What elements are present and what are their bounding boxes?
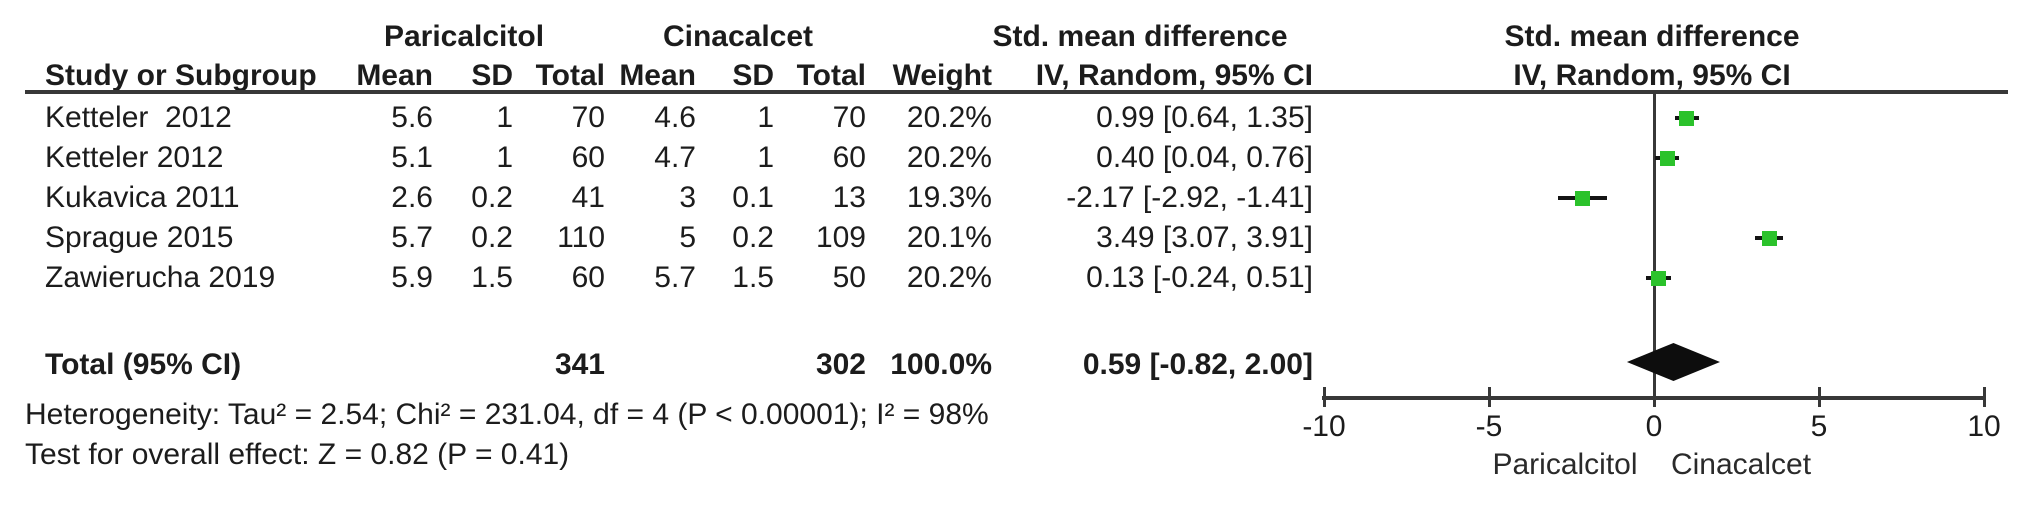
col-header-p-total: Total <box>535 59 605 92</box>
total-p-total: 341 <box>554 348 605 381</box>
cinacalcet-mean: 4.7 <box>654 141 696 174</box>
x-axis-tick <box>1322 387 1326 407</box>
heterogeneity-text: Heterogeneity: Tau² = 2.54; Chi² = 231.0… <box>25 398 989 431</box>
cinacalcet-mean: 4.6 <box>654 101 696 134</box>
effect-marker <box>1679 110 1695 126</box>
weight: 19.3% <box>906 181 992 214</box>
study-name: Zawierucha 2019 <box>45 261 276 294</box>
effect-marker <box>1650 270 1666 286</box>
study-name: Ketteler 2012 <box>45 101 232 134</box>
paricalcitol-sd: 1 <box>496 141 513 174</box>
total-label: Total (95% CI) <box>45 348 242 381</box>
paricalcitol-mean: 5.7 <box>391 221 433 254</box>
zero-line <box>1652 92 1656 400</box>
smd-ci-text: -2.17 [-2.92, -1.41] <box>1066 181 1313 214</box>
cinacalcet-total: 13 <box>832 181 866 214</box>
cinacalcet-sd: 1 <box>757 141 774 174</box>
total-weight: 100.0% <box>890 348 992 381</box>
cinacalcet-mean: 5.7 <box>654 261 696 294</box>
paricalcitol-sd: 1 <box>496 101 513 134</box>
smd-ci-text: 0.13 [-0.24, 0.51] <box>1086 261 1313 294</box>
cinacalcet-total: 60 <box>832 141 866 174</box>
xlabel-paricalcitol: Paricalcitol <box>1492 448 1638 481</box>
col-header-study: Study or Subgroup <box>45 59 317 92</box>
x-axis-tick <box>1652 387 1656 407</box>
group-header-smd-table: Std. mean difference <box>992 20 1288 53</box>
study-name: Sprague 2015 <box>45 221 234 254</box>
paricalcitol-total: 70 <box>571 101 605 134</box>
xlabel-cinacalcet: Cinacalcet <box>1670 448 1812 481</box>
effect-marker <box>1574 190 1590 206</box>
col-header-p-mean: Mean <box>356 59 433 92</box>
plot-header-iv-random: IV, Random, 95% CI <box>1513 59 1791 92</box>
smd-ci-text: 0.99 [0.64, 1.35] <box>1096 101 1313 134</box>
table-row: Ketteler 2012 5.6 1 70 4.6 1 70 20.2% 0.99 [0.64… <box>0 101 2031 135</box>
study-name: Ketteler 2012 <box>45 141 224 174</box>
group-header-cinacalcet: Cinacalcet <box>662 20 814 53</box>
paricalcitol-mean: 2.6 <box>391 181 433 214</box>
total-row: Total (95% CI) 341 302 100.0% 0.59 [-0.8… <box>0 348 2031 382</box>
col-header-c-total: Total <box>796 59 866 92</box>
x-axis-tick-label: -10 <box>1302 410 1346 443</box>
paricalcitol-total: 60 <box>571 141 605 174</box>
weight: 20.2% <box>906 261 992 294</box>
paricalcitol-mean: 5.9 <box>391 261 433 294</box>
paricalcitol-mean: 5.1 <box>391 141 433 174</box>
col-header-p-sd: SD <box>471 59 513 92</box>
x-axis-tick-label: 10 <box>1967 410 2001 443</box>
cinacalcet-sd: 0.2 <box>732 221 774 254</box>
study-name: Kukavica 2011 <box>45 181 240 214</box>
paricalcitol-sd: 0.2 <box>471 181 513 214</box>
weight: 20.1% <box>906 221 992 254</box>
paricalcitol-total: 110 <box>557 221 605 254</box>
paricalcitol-total: 60 <box>571 261 605 294</box>
cinacalcet-total: 109 <box>815 221 866 254</box>
effect-marker <box>1761 230 1777 246</box>
table-row: Zawierucha 2019 5.9 1.5 60 5.7 1.5 50 20.2% 0.13… <box>0 261 2031 295</box>
paricalcitol-sd: 1.5 <box>471 261 513 294</box>
cinacalcet-mean: 5 <box>679 221 696 254</box>
smd-ci-text: 3.49 [3.07, 3.91] <box>1096 221 1313 254</box>
total-ci: 0.59 [-0.82, 2.00] <box>1082 348 1313 381</box>
cinacalcet-total: 50 <box>832 261 866 294</box>
cinacalcet-sd: 1 <box>757 101 774 134</box>
x-axis-tick <box>1487 387 1491 407</box>
cinacalcet-sd: 1.5 <box>732 261 774 294</box>
table-row: Kukavica 2011 2.6 0.2 41 3 0.1 13 19.3% -2.17 [-… <box>0 181 2031 215</box>
table-row: Ketteler 2012 5.1 1 60 4.7 1 60 20.2% 0.40 [0.04… <box>0 141 2031 175</box>
x-axis-tick-label: -5 <box>1475 410 1503 443</box>
effect-marker <box>1659 150 1675 166</box>
paricalcitol-mean: 5.6 <box>391 101 433 134</box>
cinacalcet-sd: 0.1 <box>732 181 774 214</box>
col-header-weight: Weight <box>892 59 992 92</box>
weight: 20.2% <box>906 141 992 174</box>
weight: 20.2% <box>906 101 992 134</box>
cinacalcet-total: 70 <box>832 101 866 134</box>
smd-ci-text: 0.40 [0.04, 0.76] <box>1096 141 1313 174</box>
col-header-iv-random: IV, Random, 95% CI <box>1035 59 1313 92</box>
x-axis-tick <box>1817 387 1821 407</box>
col-header-c-mean: Mean <box>619 59 696 92</box>
table-row: Sprague 2015 5.7 0.2 110 5 0.2 109 20.1% 3.49 [3… <box>0 221 2031 255</box>
col-header-c-sd: SD <box>732 59 774 92</box>
group-header-smd-plot: Std. mean difference <box>1504 20 1800 53</box>
cinacalcet-mean: 3 <box>679 181 696 214</box>
overall-effect-text: Test for overall effect: Z = 0.82 (P = 0… <box>25 438 570 471</box>
x-axis-tick-label: 5 <box>1810 410 1828 443</box>
x-axis-tick-label: 0 <box>1645 410 1663 443</box>
total-c-total: 302 <box>815 348 866 381</box>
x-axis-tick <box>1982 387 1986 407</box>
group-header-paricalcitol: Paricalcitol <box>383 20 545 53</box>
paricalcitol-total: 41 <box>571 181 605 214</box>
paricalcitol-sd: 0.2 <box>471 221 513 254</box>
header-rule <box>25 90 2008 94</box>
